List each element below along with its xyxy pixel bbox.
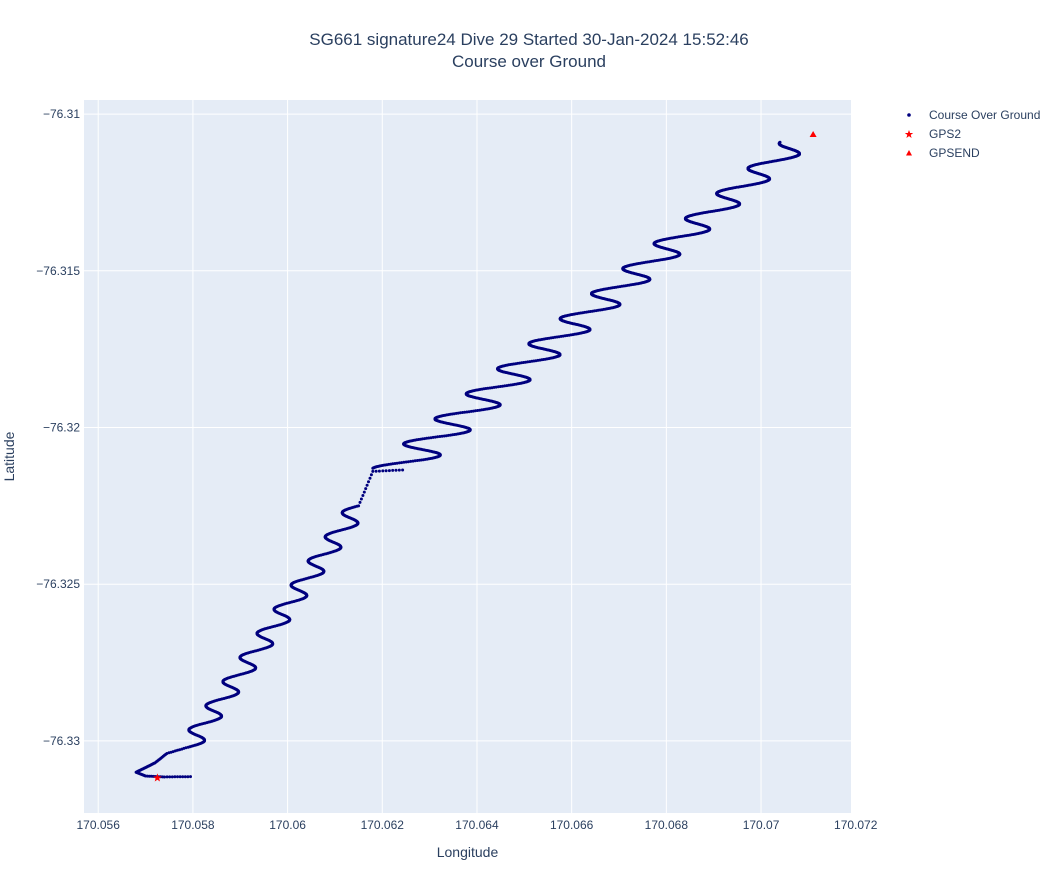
course-point — [183, 775, 187, 779]
course-point — [404, 460, 408, 464]
dot-marker-icon — [907, 113, 911, 117]
course-point — [397, 461, 401, 465]
gps-markers — [153, 130, 817, 782]
course-point — [374, 469, 378, 473]
gps2-star-marker — [153, 773, 162, 782]
x-tick-label: 170.056 — [77, 818, 121, 832]
course-point — [494, 385, 498, 389]
y-tick-label: −76.315 — [36, 264, 80, 278]
legend-item-gpsend[interactable]: GPSEND — [900, 144, 1040, 163]
legend-label: GPS2 — [929, 127, 962, 141]
course-point — [367, 480, 370, 484]
course-point — [467, 410, 471, 414]
x-tick-label: 170.07 — [743, 818, 780, 832]
course-point — [401, 468, 405, 472]
course-point — [359, 497, 363, 501]
y-tick-label: −76.325 — [36, 577, 80, 591]
x-tick-label: 170.058 — [171, 818, 215, 832]
y-tick-label: −76.33 — [43, 734, 80, 748]
course-point — [170, 775, 174, 779]
x-tick-label: 170.06 — [269, 818, 306, 832]
course-point — [178, 775, 182, 779]
course-point — [411, 459, 415, 463]
course-point — [391, 462, 395, 466]
x-tick-labels: 170.056 170.058 170.06 170.062 170.064 170.06… — [77, 818, 878, 832]
course-point — [463, 410, 467, 414]
course-point — [433, 435, 437, 439]
chart-title: SG661 signature24 Dive 29 Started 30-Jan… — [309, 30, 749, 49]
course-point — [358, 500, 362, 504]
x-tick-label: 170.064 — [455, 818, 499, 832]
x-tick-label: 170.068 — [645, 818, 689, 832]
plot-area — [84, 100, 851, 813]
course-point — [357, 504, 361, 508]
y-tick-labels: −76.31 −76.315 −76.32 −76.325 −76.33 — [36, 107, 80, 748]
course-point — [387, 469, 391, 473]
course-point — [173, 775, 177, 779]
course-point — [402, 460, 406, 464]
x-tick-label: 170.072 — [834, 818, 878, 832]
course-point — [395, 461, 399, 465]
x-axis-title: Longitude — [437, 844, 499, 860]
course-point — [168, 775, 172, 779]
grid-lines — [84, 100, 857, 813]
course-point — [465, 410, 469, 414]
course-point — [458, 411, 462, 415]
course-point — [400, 461, 404, 465]
course-point — [394, 468, 398, 472]
course-point — [438, 435, 442, 438]
course-point — [406, 460, 410, 464]
legend-label: Course Over Ground — [929, 108, 1041, 122]
course-point — [186, 775, 190, 779]
course-point — [413, 459, 417, 463]
star-marker-icon — [904, 130, 914, 138]
course-point — [189, 775, 192, 779]
legend-item-course-over-ground[interactable]: Course Over Ground — [900, 106, 1040, 125]
course-point — [397, 468, 401, 472]
course-point — [368, 476, 372, 480]
course-point — [365, 483, 369, 487]
course-point — [778, 140, 782, 144]
course-point — [364, 487, 368, 491]
course-point — [165, 775, 169, 779]
y-axis-title: Latitude — [1, 431, 17, 481]
course-point — [391, 468, 395, 472]
course-point — [361, 494, 365, 497]
y-tick-label: −76.32 — [43, 421, 80, 435]
triangle-marker-icon — [906, 150, 912, 156]
legend-item-gps2[interactable]: GPS2 — [900, 125, 1040, 144]
course-point — [384, 469, 388, 473]
legend-label: GPSEND — [929, 146, 980, 160]
course-point — [176, 775, 179, 779]
course-point — [440, 434, 444, 438]
course-over-ground-trace — [134, 140, 801, 779]
course-point — [362, 490, 366, 494]
gpsend-triangle-marker — [809, 130, 817, 137]
x-tick-label: 170.062 — [361, 818, 405, 832]
course-point — [409, 459, 413, 463]
course-point — [381, 469, 385, 473]
course-point — [371, 469, 375, 473]
y-tick-label: −76.31 — [43, 107, 80, 121]
course-point — [431, 435, 435, 439]
legend[interactable]: Course Over Ground GPS2 GPSEND — [900, 106, 1040, 163]
course-point — [429, 436, 433, 440]
course-point — [377, 469, 381, 473]
course-point — [427, 436, 431, 440]
chart-subtitle: Course over Ground — [451, 52, 607, 71]
course-point — [181, 775, 185, 779]
course-point — [369, 473, 373, 477]
course-point — [436, 435, 440, 439]
x-tick-label: 170.066 — [550, 818, 594, 832]
